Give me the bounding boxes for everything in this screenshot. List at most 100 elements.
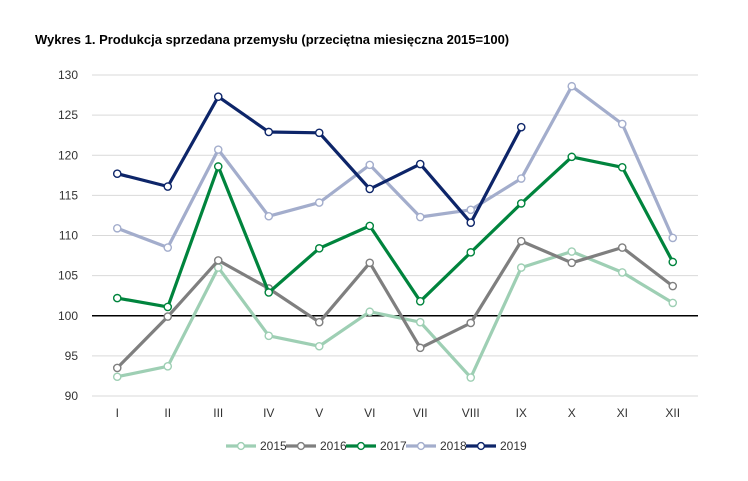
chart-title: Wykres 1. Produkcja sprzedana przemysłu … bbox=[35, 32, 510, 47]
data-point bbox=[112, 293, 122, 303]
legend-item-2016: 2016 bbox=[286, 439, 347, 453]
data-point bbox=[314, 128, 324, 138]
series-2016 bbox=[112, 236, 678, 373]
x-axis-ticks: I II III IV V VI VII VIII IX X XI XII bbox=[116, 406, 681, 420]
series-line bbox=[115, 155, 675, 309]
y-tick-label: 120 bbox=[58, 148, 78, 162]
data-point bbox=[668, 257, 678, 267]
data-point bbox=[466, 205, 476, 215]
data-point bbox=[365, 160, 375, 170]
x-tick-label: II bbox=[164, 406, 171, 420]
legend-marker bbox=[296, 441, 306, 451]
series-2015 bbox=[112, 247, 678, 382]
data-point bbox=[617, 162, 627, 172]
data-point bbox=[516, 263, 526, 272]
legend-label: 2016 bbox=[320, 439, 347, 453]
data-point bbox=[163, 302, 173, 312]
data-point bbox=[567, 81, 577, 91]
data-point bbox=[516, 122, 526, 132]
data-point bbox=[163, 312, 173, 321]
data-point bbox=[415, 297, 425, 306]
legend-marker bbox=[416, 441, 426, 451]
data-point bbox=[617, 243, 627, 252]
x-tick-label: VIII bbox=[462, 406, 480, 420]
data-point bbox=[668, 298, 678, 308]
grid-lines bbox=[92, 74, 698, 397]
data-point bbox=[617, 268, 627, 277]
data-point bbox=[213, 162, 223, 171]
data-point bbox=[516, 199, 526, 208]
x-tick-label: XI bbox=[617, 406, 628, 420]
legend-label: 2018 bbox=[440, 439, 467, 453]
data-point bbox=[112, 223, 122, 233]
series-lines bbox=[112, 81, 678, 382]
series-line bbox=[115, 249, 675, 380]
legend-label: 2019 bbox=[500, 439, 527, 453]
series-2018 bbox=[112, 81, 678, 252]
data-point bbox=[163, 362, 173, 371]
x-tick-label: III bbox=[213, 406, 223, 420]
series-2017 bbox=[112, 152, 678, 312]
data-point bbox=[365, 258, 375, 268]
data-point bbox=[213, 145, 223, 154]
y-tick-label: 100 bbox=[58, 309, 78, 323]
legend-marker bbox=[236, 441, 246, 451]
data-point bbox=[415, 317, 425, 327]
data-point bbox=[112, 372, 122, 382]
data-point bbox=[264, 288, 274, 297]
series-line bbox=[115, 84, 675, 250]
y-tick-label: 95 bbox=[65, 349, 79, 363]
x-tick-label: XII bbox=[665, 406, 680, 420]
data-point bbox=[668, 233, 678, 243]
legend-label: 2015 bbox=[260, 439, 287, 453]
data-point bbox=[314, 198, 324, 207]
y-tick-label: 115 bbox=[59, 188, 78, 202]
legend-marker bbox=[356, 441, 366, 451]
data-point bbox=[365, 184, 375, 194]
x-tick-label: VII bbox=[413, 406, 428, 420]
legend-marker bbox=[476, 441, 486, 451]
y-tick-label: 110 bbox=[59, 229, 78, 243]
data-point bbox=[466, 318, 476, 328]
x-tick-label: IV bbox=[263, 406, 274, 420]
legend-item-2015: 2015 bbox=[226, 439, 287, 453]
data-point bbox=[314, 341, 324, 351]
data-point bbox=[415, 343, 425, 353]
data-point bbox=[365, 221, 375, 231]
data-point bbox=[163, 243, 173, 252]
data-point bbox=[163, 182, 173, 191]
data-point bbox=[617, 119, 627, 129]
data-point bbox=[213, 256, 223, 265]
data-point bbox=[516, 174, 526, 183]
y-tick-label: 125 bbox=[58, 108, 78, 122]
x-tick-label: I bbox=[116, 406, 119, 420]
series-2019 bbox=[112, 92, 526, 227]
data-point bbox=[213, 92, 223, 101]
legend-item-2019: 2019 bbox=[466, 439, 527, 453]
y-tick-label: 90 bbox=[65, 389, 79, 403]
series-line bbox=[115, 239, 675, 370]
x-tick-label: V bbox=[315, 406, 323, 420]
data-point bbox=[264, 211, 274, 221]
data-point bbox=[567, 258, 577, 268]
data-point bbox=[415, 212, 425, 222]
data-point bbox=[567, 247, 577, 256]
x-tick-label: VI bbox=[364, 406, 375, 420]
legend-item-2018: 2018 bbox=[406, 439, 467, 453]
data-point bbox=[112, 169, 122, 179]
data-point bbox=[314, 244, 324, 253]
data-point bbox=[415, 159, 425, 169]
data-point bbox=[314, 317, 324, 327]
y-axis-ticks: 90 95 100 105 110 115 120 125 130 bbox=[58, 68, 78, 403]
legend-item-2017: 2017 bbox=[346, 439, 407, 453]
data-point bbox=[466, 218, 476, 227]
legend: 2015 2016 2017 2018 2019 bbox=[226, 439, 527, 453]
data-point bbox=[466, 248, 476, 257]
x-tick-label: IX bbox=[516, 406, 527, 420]
data-point bbox=[264, 127, 274, 137]
data-point bbox=[516, 236, 526, 246]
data-point bbox=[365, 307, 375, 317]
data-point bbox=[466, 373, 476, 382]
data-point bbox=[264, 331, 274, 341]
